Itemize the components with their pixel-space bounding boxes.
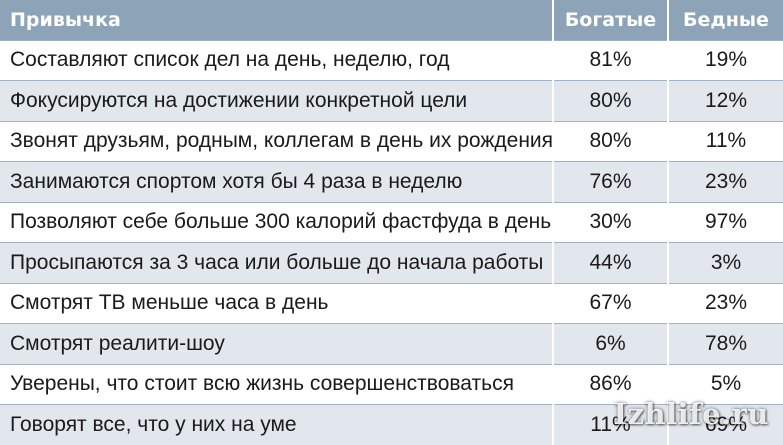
- habit-cell: Смотрят ТВ меньше часа в день: [0, 282, 554, 324]
- table-row: Смотрят реалити-шоу 6% 78%: [0, 323, 783, 364]
- table-row: Занимаются спортом хотя бы 4 раза в неде…: [0, 161, 783, 202]
- poor-percent-cell: 11%: [668, 120, 783, 162]
- poor-percent-cell: 23%: [668, 282, 783, 324]
- habit-cell: Говорят все, что у них на уме: [0, 404, 554, 445]
- rich-percent-cell: 81%: [553, 39, 669, 81]
- poor-percent-cell: 5%: [668, 363, 783, 405]
- rich-percent-cell: 80%: [553, 80, 669, 121]
- habit-cell: Составляют список дел на день, неделю, г…: [0, 39, 554, 81]
- habit-cell: Просыпаются за 3 часа или больше до нача…: [0, 242, 554, 283]
- rich-percent-cell: 44%: [553, 242, 669, 283]
- rich-percent-cell: 30%: [553, 201, 669, 243]
- poor-percent-cell: 19%: [668, 39, 783, 81]
- poor-percent-cell: 78%: [668, 323, 783, 364]
- table-row: Просыпаются за 3 часа или больше до нача…: [0, 242, 783, 283]
- table-row: Фокусируются на достижении конкретной це…: [0, 80, 783, 121]
- table-row: Позволяют себе больше 300 калорий фастфу…: [0, 201, 783, 243]
- rich-percent-cell: 80%: [553, 120, 669, 162]
- table-row: Уверены, что стоит всю жизнь совершенств…: [0, 363, 783, 405]
- habit-cell: Фокусируются на достижении конкретной це…: [0, 80, 554, 121]
- poor-percent-cell: 23%: [668, 161, 783, 202]
- header-rich: Богатые: [553, 0, 669, 40]
- rich-percent-cell: 6%: [553, 323, 669, 364]
- habit-cell: Уверены, что стоит всю жизнь совершенств…: [0, 363, 554, 405]
- rich-percent-cell: 76%: [553, 161, 669, 202]
- poor-percent-cell: 12%: [668, 80, 783, 121]
- table-row: Составляют список дел на день, неделю, г…: [0, 39, 783, 81]
- rich-percent-cell: 86%: [553, 363, 669, 405]
- table-row: Говорят все, что у них на уме 11% 69%: [0, 404, 783, 445]
- table-header-row: Привычка Богатые Бедные: [0, 0, 783, 40]
- poor-percent-cell: 69%: [668, 404, 783, 445]
- table-row: Смотрят ТВ меньше часа в день 67% 23%: [0, 282, 783, 324]
- header-habit: Привычка: [0, 0, 554, 40]
- header-poor: Бедные: [668, 0, 783, 40]
- poor-percent-cell: 97%: [668, 201, 783, 243]
- poor-percent-cell: 3%: [668, 242, 783, 283]
- habit-cell: Звонят друзьям, родным, коллегам в день …: [0, 120, 554, 162]
- habit-cell: Смотрят реалити-шоу: [0, 323, 554, 364]
- habit-cell: Занимаются спортом хотя бы 4 раза в неде…: [0, 161, 554, 202]
- rich-percent-cell: 67%: [553, 282, 669, 324]
- table-row: Звонят друзьям, родным, коллегам в день …: [0, 120, 783, 162]
- rich-percent-cell: 11%: [553, 404, 669, 445]
- habit-cell: Позволяют себе больше 300 калорий фастфу…: [0, 201, 554, 243]
